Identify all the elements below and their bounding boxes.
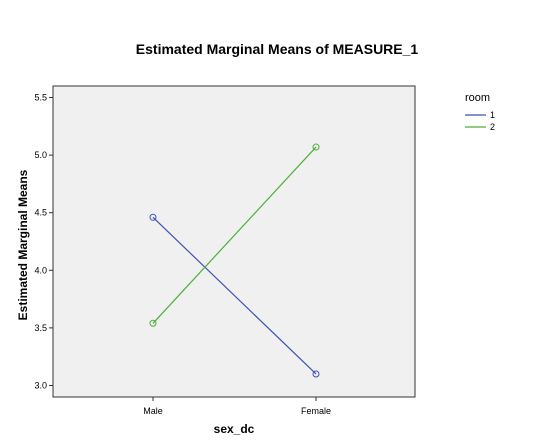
legend: room 1 2 [465, 92, 495, 132]
y-tick-label: 5.5 [34, 93, 47, 103]
series-group [149, 143, 320, 378]
legend-label-1: 1 [490, 110, 495, 120]
legend-label-2: 2 [490, 122, 495, 132]
y-axis-label: Estimated Marginal Means [16, 169, 30, 320]
data-point-series-1-female [312, 370, 320, 378]
y-tick-label: 4.0 [34, 265, 47, 275]
legend-title: room [465, 92, 490, 104]
plot-area [52, 85, 416, 398]
x-axis: Male Female [143, 397, 331, 416]
data-point-series-2-female [312, 143, 320, 151]
series-line-1 [152, 216, 317, 375]
x-axis-label: sex_dc [214, 422, 255, 436]
y-tick-label: 5.0 [34, 150, 47, 160]
data-point-series-1-male [149, 213, 157, 221]
y-axis: 3.0 3.5 4.0 4.5 5.0 5.5 [34, 93, 53, 390]
series-line-2 [152, 146, 317, 324]
x-tick-label: Female [301, 406, 331, 416]
y-tick-label: 3.5 [34, 323, 47, 333]
x-tick-label: Male [143, 406, 163, 416]
y-tick-label: 4.5 [34, 208, 47, 218]
chart-title: Estimated Marginal Means of MEASURE_1 [136, 41, 419, 57]
y-tick-label: 3.0 [34, 380, 47, 390]
data-point-series-2-male [149, 319, 157, 327]
